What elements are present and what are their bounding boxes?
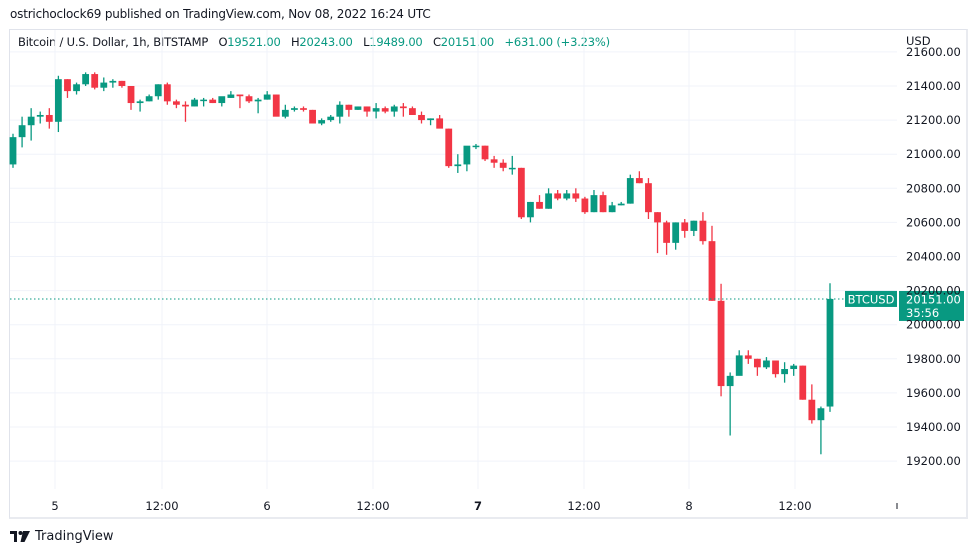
low-value: 19489.00 xyxy=(369,35,423,49)
last-price-badge xyxy=(899,290,964,321)
time-tick-label: 5 xyxy=(51,499,58,513)
grid-lines xyxy=(10,30,897,489)
close-value: 20151.00 xyxy=(440,35,495,49)
time-tick-label: 12:00 xyxy=(778,499,811,513)
tradingview-logo-icon xyxy=(10,531,30,542)
time-tick-label: 12:00 xyxy=(356,499,389,513)
price-tick-label: 19800.00 xyxy=(906,352,961,366)
price-tick-label: 21200.00 xyxy=(906,113,961,127)
close-label: C xyxy=(432,35,441,49)
time-axis[interactable]: 5 12:00 6 12:00 7 12:00 8 12:00 xyxy=(51,499,898,513)
symbol-badge xyxy=(845,290,897,307)
price-tick-label: 19600.00 xyxy=(906,386,961,400)
price-tick-label: 19200.00 xyxy=(906,454,961,468)
bar-countdown: 35:56 xyxy=(906,306,939,320)
price-tick-label: 21000.00 xyxy=(906,147,961,161)
chart-frame xyxy=(9,29,968,519)
price-tick-label: 20200.00 xyxy=(906,284,961,298)
time-tick-label: 7 xyxy=(474,499,482,513)
high-value: 20243.00 xyxy=(299,35,353,49)
symbol-badge-label: BTCUSD xyxy=(848,292,895,306)
high-label: H xyxy=(290,35,300,49)
low-label: L xyxy=(363,35,370,49)
price-tick-label: 20800.00 xyxy=(906,181,961,195)
brand-name: TradingView xyxy=(35,529,114,544)
price-tick-label: 21600.00 xyxy=(906,45,961,59)
time-tick-label: 8 xyxy=(685,499,692,513)
price-tick-label: 19400.00 xyxy=(906,420,961,434)
time-tick-label: 6 xyxy=(263,499,270,513)
time-tick-label: 12:00 xyxy=(145,499,178,513)
price-tick-label: 20600.00 xyxy=(906,215,961,229)
footer-brand[interactable]: TradingView xyxy=(10,529,114,544)
price-tick-label: 21400.00 xyxy=(906,79,961,93)
currency-label: USD xyxy=(906,34,931,48)
open-label: O xyxy=(218,35,228,49)
candles xyxy=(9,72,834,455)
last-price-value: 20151.00 xyxy=(906,292,961,306)
price-tick-label: 20000.00 xyxy=(906,318,961,332)
price-tick-label: 20400.00 xyxy=(906,250,961,264)
time-tick-label: 12:00 xyxy=(567,499,600,513)
publisher-line: ostrichoclock69 published on TradingView… xyxy=(10,7,431,21)
symbol-description: Bitcoin / U.S. Dollar, 1h, BITSTAMP xyxy=(18,35,209,49)
price-axis[interactable]: 21600.00 21400.00 21200.00 21000.00 20800.00… xyxy=(906,34,961,468)
